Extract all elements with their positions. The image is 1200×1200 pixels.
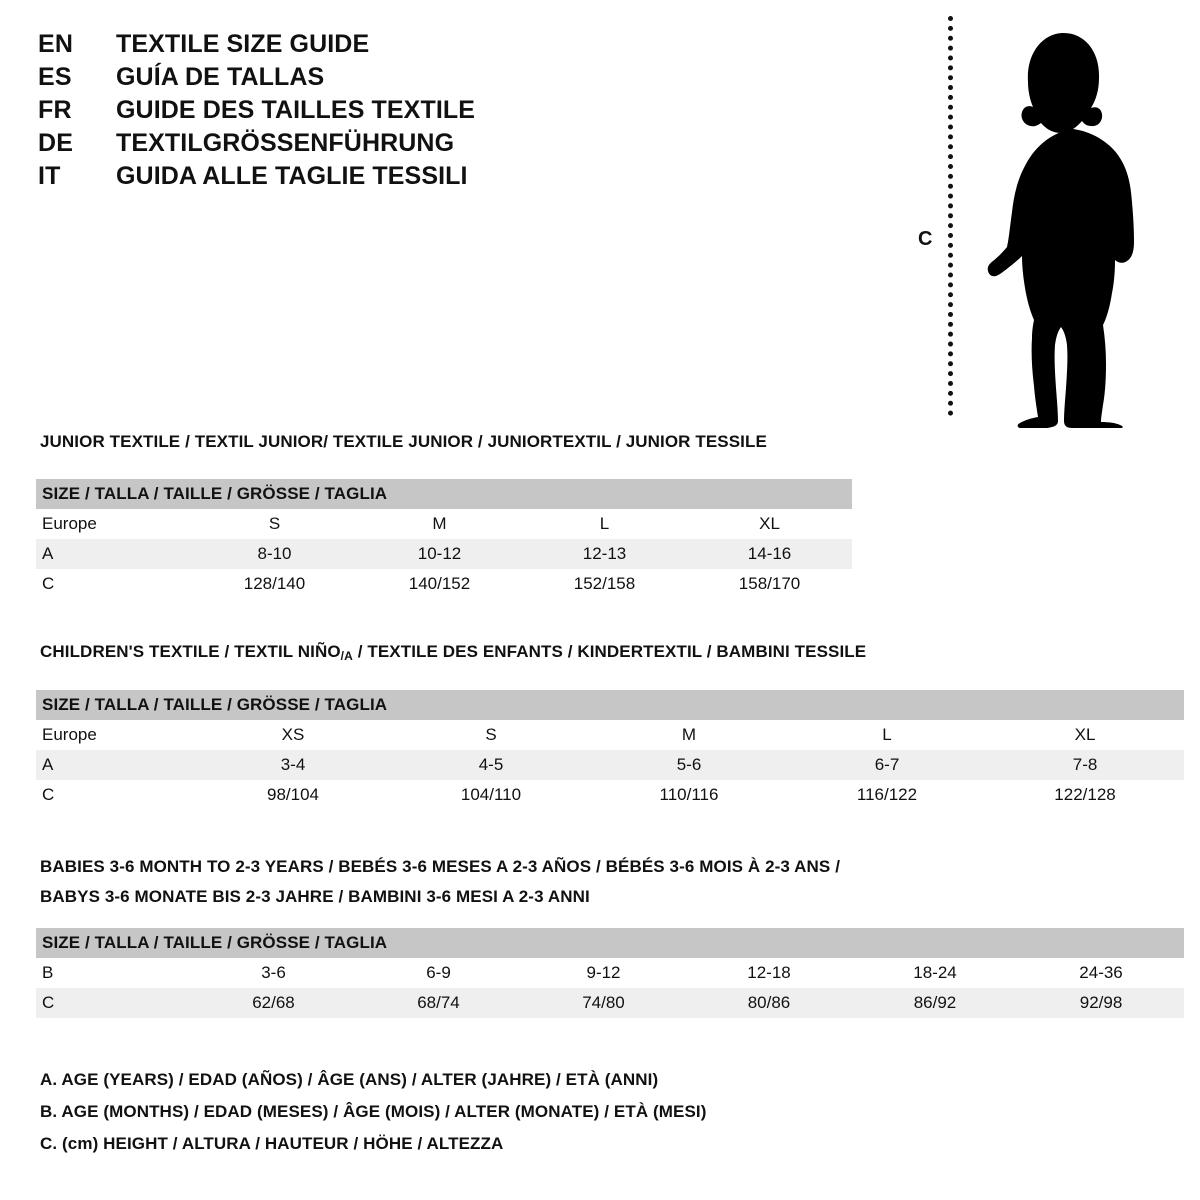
babies-c-col2: 68/74 — [356, 988, 521, 1018]
children-title-pre: CHILDREN'S TEXTILE / TEXTIL NIÑO — [40, 642, 341, 661]
babies-c-col1: 62/68 — [191, 988, 356, 1018]
table-row: Europe XS S M L XL — [36, 720, 1185, 750]
table-row: Europe S M L XL — [36, 509, 853, 539]
junior-c-s: 128/140 — [192, 569, 357, 599]
language-code-it: IT — [38, 162, 61, 190]
language-title-en: TEXTILE SIZE GUIDE — [116, 30, 370, 58]
babies-b-col3: 9-12 — [521, 958, 686, 988]
legend-c-unit: (cm) — [62, 1134, 99, 1153]
junior-europe-m: M — [357, 509, 522, 539]
babies-b-col2: 6-9 — [356, 958, 521, 988]
babies-c-col4: 80/86 — [686, 988, 852, 1018]
babies-b-col5: 18-24 — [852, 958, 1018, 988]
children-a-xl: 7-8 — [986, 750, 1185, 780]
junior-table-bar-row: SIZE / TALLA / TAILLE / GRÖSSE / TAGLIA — [36, 479, 853, 509]
babies-row-label-c: C — [36, 988, 191, 1018]
junior-c-m: 140/152 — [357, 569, 522, 599]
children-row-label-europe: Europe — [36, 720, 194, 750]
legend-block: A. AGE (YEARS) / EDAD (AÑOS) / ÂGE (ANS)… — [40, 1064, 707, 1160]
height-dotted-line — [948, 16, 953, 416]
junior-europe-s: S — [192, 509, 357, 539]
children-size-table: SIZE / TALLA / TAILLE / GRÖSSE / TAGLIA … — [36, 690, 1185, 810]
children-a-s: 4-5 — [392, 750, 590, 780]
language-row-it: IT GUIDA ALLE TAGLIE TESSILI — [38, 162, 598, 195]
babies-table-bar-label: SIZE / TALLA / TAILLE / GRÖSSE / TAGLIA — [36, 928, 1185, 958]
language-row-fr: FR GUIDE DES TAILLES TEXTILE — [38, 96, 598, 129]
children-a-m: 5-6 — [590, 750, 788, 780]
babies-c-col3: 74/80 — [521, 988, 686, 1018]
language-code-es: ES — [38, 63, 72, 91]
legend-c-text: HEIGHT / ALTURA / HAUTEUR / HÖHE / ALTEZ… — [98, 1134, 504, 1153]
junior-europe-xl: XL — [687, 509, 853, 539]
junior-table-bar-label: SIZE / TALLA / TAILLE / GRÖSSE / TAGLIA — [36, 479, 853, 509]
babies-size-table: SIZE / TALLA / TAILLE / GRÖSSE / TAGLIA … — [36, 928, 1185, 1018]
children-europe-s: S — [392, 720, 590, 750]
junior-a-m: 10-12 — [357, 539, 522, 569]
table-row: C 98/104 104/110 110/116 116/122 122/128 — [36, 780, 1185, 810]
junior-c-xl: 158/170 — [687, 569, 853, 599]
children-europe-l: L — [788, 720, 986, 750]
children-a-xs: 3-4 — [194, 750, 392, 780]
babies-row-label-b: B — [36, 958, 191, 988]
legend-line-c: C. (cm) HEIGHT / ALTURA / HAUTEUR / HÖHE… — [40, 1128, 707, 1160]
height-marker-label: C — [918, 228, 933, 250]
children-table-bar-row: SIZE / TALLA / TAILLE / GRÖSSE / TAGLIA — [36, 690, 1185, 720]
babies-b-col4: 12-18 — [686, 958, 852, 988]
children-europe-xl: XL — [986, 720, 1185, 750]
language-title-es: GUÍA DE TALLAS — [116, 63, 325, 91]
legend-c-prefix: C. — [40, 1134, 63, 1153]
language-title-it: GUIDA ALLE TAGLIE TESSILI — [116, 162, 468, 190]
section-title-children: CHILDREN'S TEXTILE / TEXTIL NIÑO/A / TEX… — [40, 642, 866, 663]
babies-c-col6: 92/98 — [1018, 988, 1185, 1018]
height-illustration: C — [900, 10, 1170, 430]
child-silhouette-icon — [987, 32, 1134, 428]
language-code-de: DE — [38, 129, 74, 157]
junior-europe-l: L — [522, 509, 687, 539]
children-c-m: 110/116 — [590, 780, 788, 810]
junior-a-s: 8-10 — [192, 539, 357, 569]
language-row-es: ES GUÍA DE TALLAS — [38, 63, 598, 96]
children-c-l: 116/122 — [788, 780, 986, 810]
legend-line-a: A. AGE (YEARS) / EDAD (AÑOS) / ÂGE (ANS)… — [40, 1070, 659, 1089]
table-row: C 62/68 68/74 74/80 80/86 86/92 92/98 — [36, 988, 1185, 1018]
children-row-label-a: A — [36, 750, 194, 780]
language-row-de: DE TEXTILGRÖSSENFÜHRUNG — [38, 129, 598, 162]
legend-line-b: B. AGE (MONTHS) / EDAD (MESES) / ÂGE (MO… — [40, 1102, 707, 1121]
junior-c-l: 152/158 — [522, 569, 687, 599]
table-row: C 128/140 140/152 152/158 158/170 — [36, 569, 853, 599]
language-code-en: EN — [38, 30, 74, 58]
table-row: B 3-6 6-9 9-12 12-18 18-24 24-36 — [36, 958, 1185, 988]
junior-row-label-c: C — [36, 569, 192, 599]
section-title-babies: BABIES 3-6 MONTH TO 2-3 YEARS / BEBÉS 3-… — [40, 852, 1180, 912]
language-title-de: TEXTILGRÖSSENFÜHRUNG — [116, 129, 455, 157]
children-title-post: / TEXTILE DES ENFANTS / KINDERTEXTIL / B… — [352, 642, 867, 661]
babies-title-line1: BABIES 3-6 MONTH TO 2-3 YEARS / BEBÉS 3-… — [40, 857, 841, 876]
children-europe-xs: XS — [194, 720, 392, 750]
babies-table-bar-row: SIZE / TALLA / TAILLE / GRÖSSE / TAGLIA — [36, 928, 1185, 958]
children-c-s: 104/110 — [392, 780, 590, 810]
children-europe-m: M — [590, 720, 788, 750]
children-row-label-c: C — [36, 780, 194, 810]
children-title-subscript: /A — [340, 649, 353, 663]
babies-b-col6: 24-36 — [1018, 958, 1185, 988]
children-a-l: 6-7 — [788, 750, 986, 780]
children-c-xs: 98/104 — [194, 780, 392, 810]
language-code-fr: FR — [38, 96, 72, 124]
babies-title-line2: BABYS 3-6 MONATE BIS 2-3 JAHRE / BAMBINI… — [40, 887, 590, 906]
children-table-bar-label: SIZE / TALLA / TAILLE / GRÖSSE / TAGLIA — [36, 690, 1185, 720]
table-row: A 3-4 4-5 5-6 6-7 7-8 — [36, 750, 1185, 780]
language-title-block: EN TEXTILE SIZE GUIDE ES GUÍA DE TALLAS … — [38, 30, 598, 195]
babies-c-col5: 86/92 — [852, 988, 1018, 1018]
children-c-xl: 122/128 — [986, 780, 1185, 810]
section-title-junior: JUNIOR TEXTILE / TEXTIL JUNIOR/ TEXTILE … — [40, 432, 767, 451]
babies-b-col1: 3-6 — [191, 958, 356, 988]
junior-a-xl: 14-16 — [687, 539, 853, 569]
junior-row-label-a: A — [36, 539, 192, 569]
junior-row-label-europe: Europe — [36, 509, 192, 539]
language-row-en: EN TEXTILE SIZE GUIDE — [38, 30, 598, 63]
language-title-fr: GUIDE DES TAILLES TEXTILE — [116, 96, 476, 124]
table-row: A 8-10 10-12 12-13 14-16 — [36, 539, 853, 569]
junior-size-table: SIZE / TALLA / TAILLE / GRÖSSE / TAGLIA … — [36, 479, 853, 599]
junior-a-l: 12-13 — [522, 539, 687, 569]
